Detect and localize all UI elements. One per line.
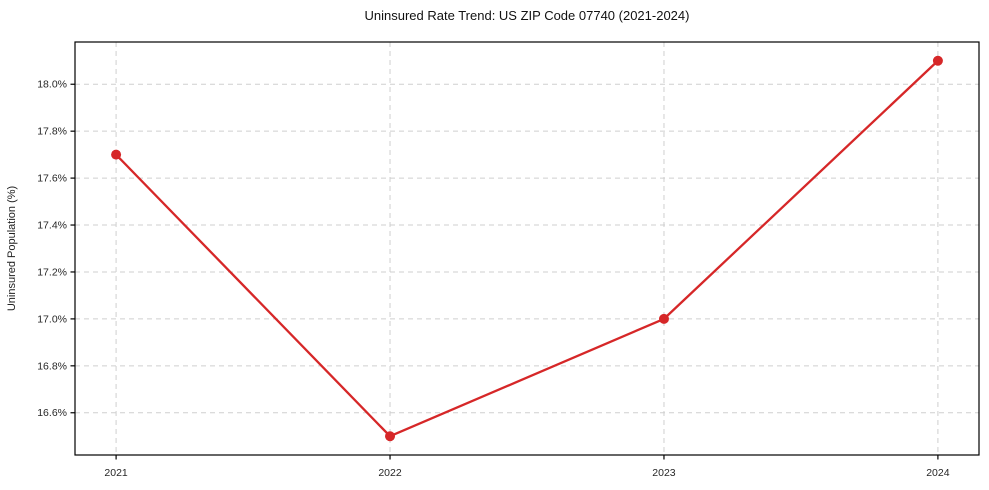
x-tick-label: 2021	[104, 467, 128, 479]
y-tick-label: 17.4%	[37, 219, 67, 231]
data-point-marker	[111, 149, 122, 160]
data-point-marker	[385, 431, 396, 442]
x-tick-label: 2023	[652, 467, 676, 479]
plot-background	[75, 42, 979, 455]
y-tick-label: 16.6%	[37, 407, 67, 419]
y-tick-label: 17.0%	[37, 313, 67, 325]
y-tick-label: 17.2%	[37, 266, 67, 278]
y-tick-label: 16.8%	[37, 360, 67, 372]
data-point-marker	[932, 55, 943, 66]
data-point-marker	[658, 313, 669, 324]
y-axis-label: Uninsured Population (%)	[6, 186, 18, 311]
axes-spines	[74, 41, 980, 456]
plot-area: 16.6% 16.8% 17.0% 17.2% 17.4% 17.6% 17.8% 18.0%…	[37, 41, 980, 479]
y-tick-label: 17.6%	[37, 173, 67, 185]
chart-title: Uninsured Rate Trend: US ZIP Code 07740 …	[365, 8, 690, 23]
y-tick-label: 17.8%	[37, 126, 67, 138]
x-tick-label: 2024	[926, 467, 950, 479]
x-tick-label: 2022	[378, 467, 402, 479]
data-line	[114, 59, 940, 438]
y-tick-label: 18.0%	[37, 79, 67, 91]
